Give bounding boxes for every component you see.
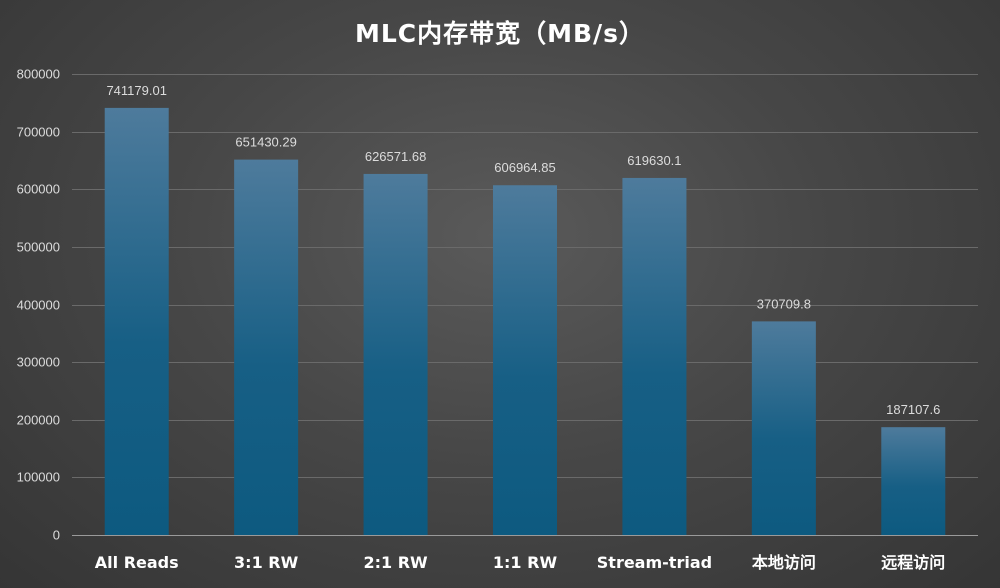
y-tick-label: 500000 [17,240,60,255]
bar [493,185,557,535]
y-tick-label: 400000 [17,298,60,313]
data-labels: 741179.01 651430.29 626571.68 606964.85 6196… [106,83,940,417]
bar [881,427,946,535]
data-label: 651430.29 [235,135,296,150]
category-label: 1:1 RW [493,553,558,572]
bars [104,107,946,536]
bar [234,159,299,536]
y-tick-label: 600000 [17,182,60,197]
data-label: 606964.85 [494,160,555,175]
y-tick-label: 800000 [17,67,60,82]
category-label: Stream-triad [597,553,712,572]
y-axis-ticks: 0 100000 200000 300000 400000 500000 600000 700… [17,67,60,543]
category-label: 本地访问 [752,553,816,572]
category-label: 3:1 RW [234,553,299,572]
y-tick-label: 0 [53,528,60,543]
data-label: 741179.01 [106,83,167,98]
bar [104,107,169,535]
bar [751,321,816,535]
y-tick-label: 200000 [17,413,60,428]
x-axis-categories: All Reads 3:1 RW 2:1 RW 1:1 RW Stream-triad 本… [95,553,946,572]
chart-title: MLC内存带宽（MB/s） [354,19,646,48]
bar [363,173,428,536]
y-tick-label: 700000 [17,125,60,140]
bar [622,177,687,535]
category-label: 远程访问 [881,553,945,572]
data-label: 370709.8 [757,296,811,311]
data-label: 619630.1 [627,153,681,168]
category-label: All Reads [95,553,179,572]
y-tick-label: 300000 [17,355,60,370]
data-label: 187107.6 [886,402,940,417]
y-tick-label: 100000 [17,470,60,485]
category-label: 2:1 RW [363,553,428,572]
data-label: 626571.68 [365,149,426,164]
